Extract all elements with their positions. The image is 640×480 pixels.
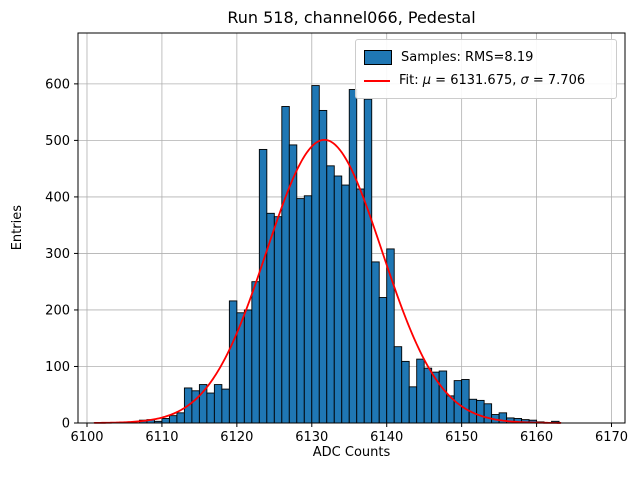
histogram-bar [221, 388, 230, 424]
legend-samples-label: Samples: RMS=8.19 [401, 50, 534, 65]
legend-row-fit: Fit: μ = 6131.675, σ = 7.706 [364, 69, 608, 92]
histogram-bar [378, 297, 388, 424]
histogram-bar [251, 281, 260, 424]
histogram-bar [281, 106, 290, 424]
samples-swatch-icon [364, 50, 392, 65]
histogram-bar [401, 360, 410, 424]
fit-curve [93, 138, 562, 424]
axes-frame [77, 32, 626, 424]
histogram-bar [333, 175, 343, 424]
histogram-bar [318, 109, 328, 424]
histogram-bar [273, 216, 283, 424]
y-tick-label: 0 [62, 417, 70, 432]
histogram-bars [138, 85, 560, 424]
histogram-bar [483, 403, 493, 424]
chart-title: Run 518, channel066, Pedestal [227, 8, 476, 27]
y-tick-label: 400 [45, 190, 70, 205]
histogram-bar [476, 399, 485, 424]
histogram-bar [303, 195, 313, 424]
histogram-bar [168, 415, 178, 424]
x-tick-label: 6110 [145, 430, 178, 445]
x-tick-label: 6120 [220, 430, 253, 445]
histogram-bar [296, 198, 305, 424]
histogram-bar [176, 412, 185, 424]
legend-row-samples: Samples: RMS=8.19 [364, 46, 608, 69]
y-tick-label: 200 [45, 303, 70, 318]
y-tick-label: 300 [45, 247, 70, 262]
histogram-bar [258, 148, 268, 424]
histogram-bar [438, 370, 448, 424]
histogram-bar [408, 386, 418, 424]
tick-marks [74, 83, 613, 427]
y-tick-label: 100 [45, 360, 70, 375]
histogram-bar [423, 367, 433, 424]
histogram-bar [198, 384, 208, 424]
histogram-bar [228, 300, 238, 424]
histogram-bar [311, 85, 320, 424]
x-tick-label: 6160 [520, 430, 553, 445]
histogram-bar [363, 98, 373, 424]
histogram-bar [161, 418, 170, 424]
fit-line-icon [364, 79, 390, 82]
histogram-bar [206, 392, 215, 424]
histogram-bar [416, 358, 425, 424]
y-tick-label: 500 [45, 134, 70, 149]
histogram-bar [213, 384, 223, 424]
legend: Samples: RMS=8.19 Fit: μ = 6131.675, σ =… [355, 39, 617, 99]
x-tick-label: 6100 [70, 430, 103, 445]
histogram-bar [393, 346, 403, 424]
histogram-bar [326, 165, 335, 424]
x-tick-label: 6130 [295, 430, 328, 445]
histogram-bar [356, 188, 365, 424]
legend-fit-label: Fit: μ = 6131.675, σ = 7.706 [399, 73, 586, 88]
y-tick-label: 600 [45, 77, 70, 92]
x-tick-label: 6150 [445, 430, 478, 445]
x-tick-label: 6140 [370, 430, 403, 445]
histogram-bar [243, 309, 253, 424]
histogram-bar [341, 184, 350, 424]
tick-labels: 6100 6110 6120 6130 6140 6150 6160 6170 0 100 200 3… [45, 77, 628, 445]
x-axis-label: ADC Counts [312, 445, 391, 460]
histogram-bar [348, 89, 358, 424]
histogram-bar [371, 261, 380, 424]
histogram-bar [461, 379, 470, 424]
x-tick-label: 6170 [595, 430, 628, 445]
